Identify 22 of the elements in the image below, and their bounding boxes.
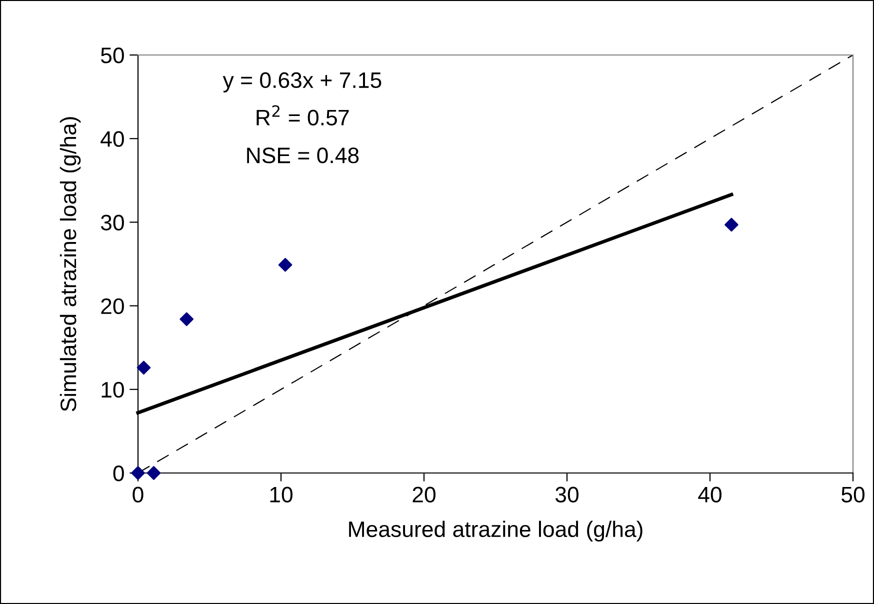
point <box>180 312 194 326</box>
annotation: NSE = 0.48 <box>247 148 359 164</box>
x-tick-label: 0 <box>132 486 144 503</box>
point <box>278 258 292 272</box>
point <box>136 360 151 375</box>
x-tick-label: 50 <box>842 486 864 503</box>
x-tick-label: 10 <box>270 486 292 503</box>
point <box>724 218 738 232</box>
annotation: y = 0.63x + 7.15 <box>222 72 382 92</box>
y-tick-label: 10 <box>102 382 124 398</box>
y-tick-label: 50 <box>100 48 124 64</box>
y-tick-label: 20 <box>101 298 124 314</box>
y-tick-label: 40 <box>100 131 124 147</box>
x-axis-title: Measured atrazine load (g/ha) <box>349 520 642 542</box>
y-tick-label: 0 <box>113 466 124 482</box>
point <box>146 466 161 480</box>
y-axis-title: Simulated atrazine load (g/ha) <box>60 117 81 412</box>
annotation: R$^{2}$ = 0.57 <box>256 105 349 126</box>
x-tick-label: 30 <box>555 486 578 503</box>
x-tick-label: 40 <box>698 486 722 503</box>
x-tick-label: 20 <box>412 486 436 503</box>
y-tick-label: 30 <box>100 214 124 230</box>
